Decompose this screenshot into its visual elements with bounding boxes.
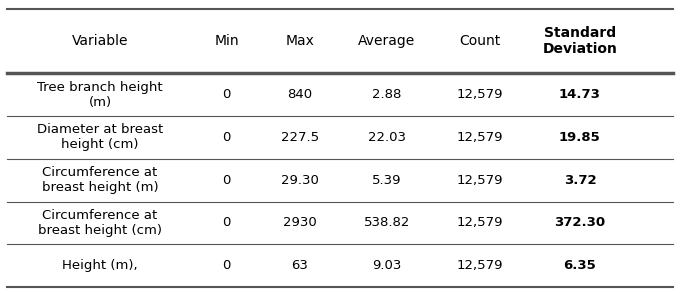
Text: 0: 0: [222, 217, 231, 229]
Text: 14.73: 14.73: [559, 88, 601, 101]
Text: 2930: 2930: [283, 217, 317, 229]
Text: Variable: Variable: [72, 34, 129, 48]
Text: Standard
Deviation: Standard Deviation: [543, 26, 617, 56]
Text: 6.35: 6.35: [564, 259, 596, 272]
Text: Diameter at breast
height (cm): Diameter at breast height (cm): [37, 123, 163, 151]
Text: Min: Min: [214, 34, 239, 48]
Text: Circumference at
breast height (m): Circumference at breast height (m): [41, 166, 158, 194]
Text: Tree branch height
(m): Tree branch height (m): [37, 81, 163, 109]
Text: 0: 0: [222, 174, 231, 187]
Text: 12,579: 12,579: [457, 259, 503, 272]
Text: 3.72: 3.72: [564, 174, 596, 187]
Text: Average: Average: [358, 34, 415, 48]
Text: 5.39: 5.39: [372, 174, 401, 187]
Text: 12,579: 12,579: [457, 131, 503, 144]
Text: 538.82: 538.82: [364, 217, 410, 229]
Text: 12,579: 12,579: [457, 174, 503, 187]
Text: 840: 840: [288, 88, 313, 101]
Text: 227.5: 227.5: [281, 131, 319, 144]
Text: 9.03: 9.03: [372, 259, 401, 272]
Text: 372.30: 372.30: [554, 217, 605, 229]
Text: 12,579: 12,579: [457, 217, 503, 229]
Text: Height (m),: Height (m),: [63, 259, 138, 272]
Text: Count: Count: [459, 34, 500, 48]
Text: 12,579: 12,579: [457, 88, 503, 101]
Text: 0: 0: [222, 88, 231, 101]
Text: 2.88: 2.88: [372, 88, 401, 101]
Text: 0: 0: [222, 131, 231, 144]
Text: 63: 63: [292, 259, 309, 272]
Text: Circumference at
breast height (cm): Circumference at breast height (cm): [38, 209, 162, 237]
Text: Max: Max: [286, 34, 314, 48]
Text: 0: 0: [222, 259, 231, 272]
Text: 29.30: 29.30: [281, 174, 319, 187]
Text: 19.85: 19.85: [559, 131, 600, 144]
Text: 22.03: 22.03: [368, 131, 406, 144]
